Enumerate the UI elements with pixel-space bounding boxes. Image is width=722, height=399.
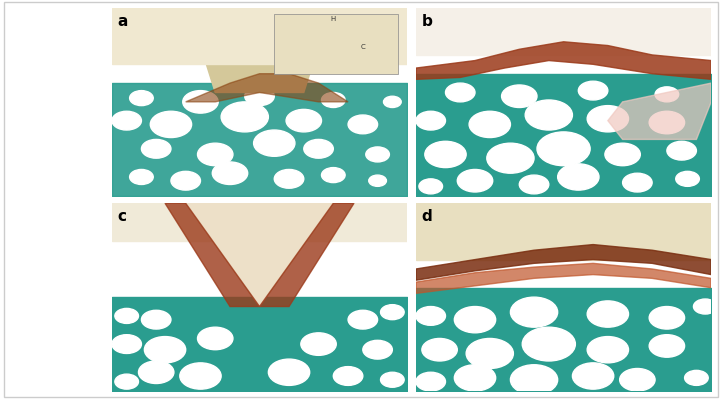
Circle shape [487,143,534,173]
Circle shape [676,171,700,186]
Circle shape [253,130,295,156]
Circle shape [457,170,492,192]
Polygon shape [201,27,318,93]
Circle shape [212,162,248,184]
Circle shape [286,109,321,132]
Circle shape [578,81,608,100]
Circle shape [525,100,573,130]
Circle shape [649,306,684,329]
Circle shape [115,308,139,324]
Polygon shape [416,203,711,260]
Circle shape [130,91,153,106]
Circle shape [684,370,708,385]
Circle shape [198,327,233,350]
Circle shape [419,179,443,194]
Circle shape [469,111,510,138]
Polygon shape [112,8,407,64]
Circle shape [380,372,404,387]
Circle shape [130,170,153,184]
Circle shape [557,164,599,190]
Circle shape [183,91,218,113]
Polygon shape [416,263,711,293]
Polygon shape [186,74,348,102]
Circle shape [605,143,640,166]
Text: a: a [118,14,129,29]
Circle shape [537,132,590,166]
Circle shape [139,361,174,383]
Polygon shape [259,203,354,306]
Text: H: H [331,16,336,22]
Circle shape [366,147,389,162]
Circle shape [510,365,557,395]
Circle shape [348,115,378,134]
Polygon shape [416,245,711,280]
Circle shape [519,175,549,194]
Circle shape [667,141,697,160]
Circle shape [363,340,392,359]
Circle shape [142,310,171,329]
Circle shape [693,299,717,314]
Polygon shape [416,8,711,55]
Circle shape [245,87,274,106]
Circle shape [348,310,378,329]
Circle shape [454,306,496,333]
Circle shape [445,83,475,102]
Polygon shape [416,42,711,79]
Circle shape [321,168,345,183]
Circle shape [587,337,629,363]
Polygon shape [608,83,711,139]
Circle shape [301,333,336,356]
FancyBboxPatch shape [274,14,399,74]
Circle shape [587,301,629,327]
Circle shape [454,365,496,391]
Circle shape [369,175,386,186]
Circle shape [115,374,139,389]
Circle shape [416,306,445,325]
Circle shape [198,143,233,166]
Text: C: C [360,44,365,50]
Circle shape [416,111,445,130]
Circle shape [304,139,334,158]
Circle shape [510,297,557,327]
Circle shape [619,369,655,391]
Circle shape [269,359,310,385]
Circle shape [112,111,142,130]
Text: d: d [422,209,432,224]
Circle shape [622,173,652,192]
Circle shape [649,335,684,357]
Circle shape [649,111,684,134]
Circle shape [171,171,201,190]
Circle shape [466,338,513,369]
Polygon shape [186,203,334,306]
Circle shape [142,139,171,158]
Circle shape [334,367,363,385]
Circle shape [150,111,191,138]
Circle shape [383,96,401,107]
Circle shape [522,327,575,361]
Circle shape [221,102,269,132]
Circle shape [144,337,186,363]
Circle shape [502,85,537,107]
Circle shape [274,170,304,188]
Polygon shape [165,203,259,306]
Circle shape [180,363,221,389]
Circle shape [416,372,445,391]
Text: c: c [118,209,127,224]
Circle shape [321,93,345,107]
Circle shape [112,335,142,354]
Circle shape [425,141,466,168]
Circle shape [380,305,404,320]
Circle shape [655,87,679,102]
Circle shape [422,338,457,361]
Circle shape [587,106,629,132]
Circle shape [573,363,614,389]
Polygon shape [112,203,407,241]
Text: b: b [422,14,432,29]
